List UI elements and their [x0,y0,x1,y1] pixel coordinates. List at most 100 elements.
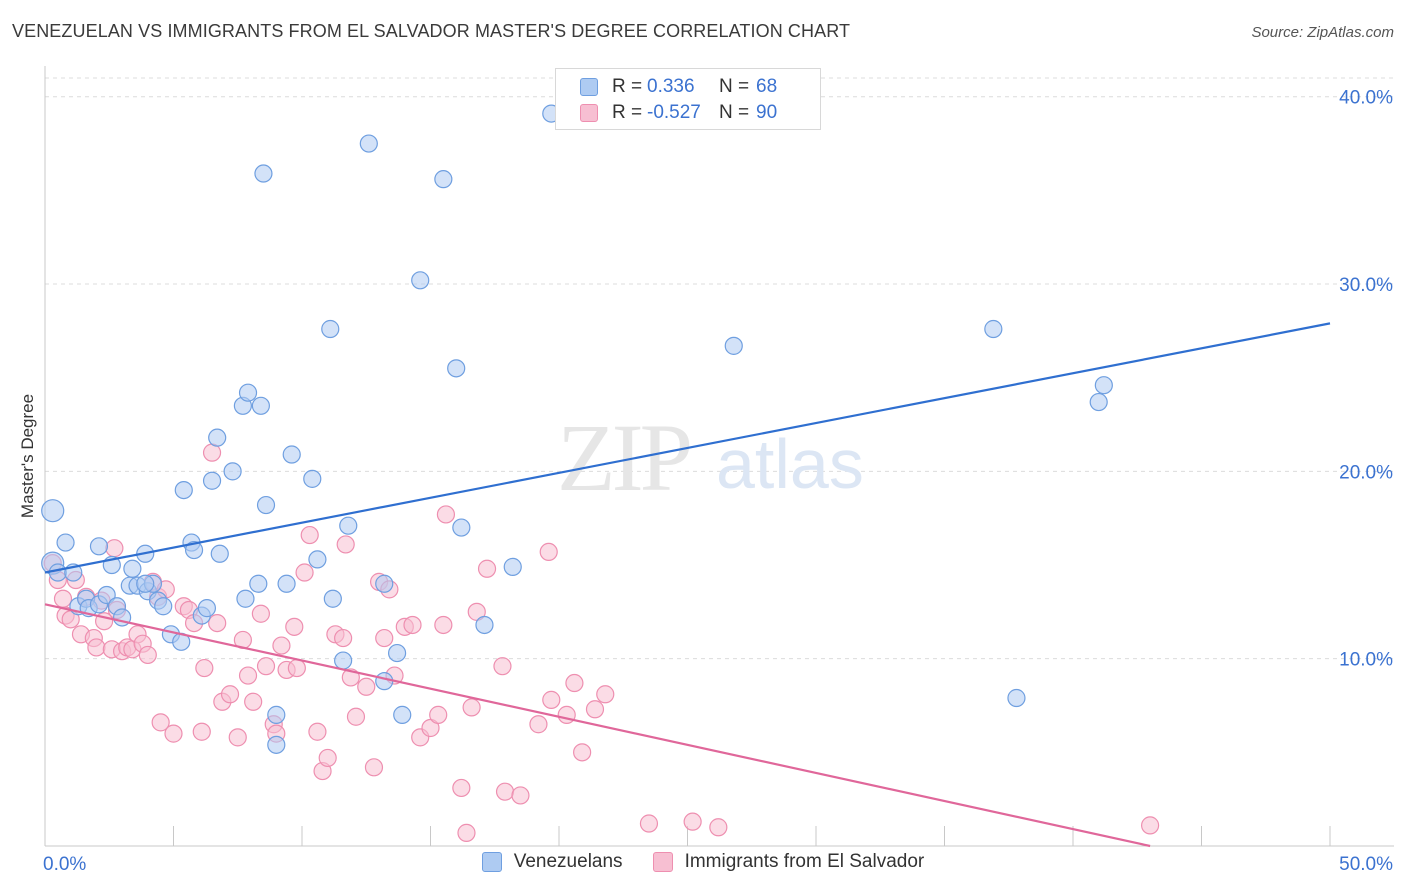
watermark-zip: ZIP [557,404,690,511]
r-value: -0.527 [647,102,701,123]
pink-swatch [580,104,598,122]
venezuelan-point [208,428,227,447]
el-salvador-point [272,636,291,655]
blue-swatch [580,78,598,96]
n-label: N = [719,76,750,97]
venezuelan-point [254,164,273,183]
venezuelan-point [123,559,142,578]
el-salvador-point [53,589,73,608]
n-label: N = [719,102,750,123]
blue-swatch [481,852,502,872]
el-salvador-point [436,505,456,524]
venezuelan-point [41,499,65,523]
el-salvador-point [565,673,584,693]
stats-row-venezuelans: R = 0.336 N = 68 [556,74,777,100]
el-salvador-point [192,722,211,741]
el-salvador-point [220,685,240,704]
pink-swatch [652,852,673,872]
venezuelan-point [452,518,471,537]
el-salvador-point [334,628,353,648]
el-salvador-point [452,778,471,798]
el-salvador-point [434,615,453,635]
venezuelan-point [303,469,322,488]
venezuelan-point [154,597,173,616]
watermark: ZIP atlas [557,404,864,511]
venezuelan-point [359,134,378,153]
r-value: 0.336 [647,76,695,97]
venezuelan-point [174,480,193,500]
grid-layer [45,77,1394,660]
el-salvador-point [495,782,515,801]
el-salvador-point [256,657,276,676]
el-salvador-point [375,628,394,648]
el-salvador-point [300,525,319,545]
venezuelan-point [375,574,394,593]
venezuelan-point [323,589,342,608]
venezuelan-point [256,495,276,515]
legend-item-el-salvador: Immigrants from El Salvador [652,851,925,873]
chart-source: Source: ZipAtlas.com [1251,24,1394,41]
axis-layer [44,66,1394,847]
venezuelan-point [387,643,407,663]
chart-title: VENEZUELAN VS IMMIGRANTS FROM EL SALVADO… [12,21,851,41]
venezuelan-point [447,359,466,378]
venezuelan-point [1089,392,1108,412]
el-salvador-point [477,559,497,578]
y-tick-label: 40.0% [1339,88,1393,109]
el-salvador-point [318,748,337,768]
el-salvador-point [364,758,384,777]
watermark-atlas: atlas [716,425,864,503]
series-legend: Venezuelans Immigrants from El Salvador [0,851,1406,873]
venezuelan-point [236,589,255,608]
el-salvador-point [308,722,327,741]
el-salvador-point [346,707,366,726]
venezuelan-point [48,563,67,582]
el-salvador-point [529,715,548,734]
venezuelan-point [89,537,109,556]
venezuelan-point [282,445,301,464]
el-salvador-point [539,542,558,562]
venezuelan-point [223,462,242,481]
el-salvador-point [542,690,561,709]
n-value: 68 [756,76,778,97]
x-tick-label: 50.0% [1339,854,1393,875]
el-salvador-point [138,645,157,665]
venezuelan-point [136,574,155,593]
venezuelan-point [251,396,270,415]
stats-row-el-salvador: R = -0.527 N = 90 [556,100,777,126]
venezuelan-point [308,550,327,569]
venezuelan-point [1007,688,1026,708]
venezuelan-point [249,574,268,593]
el-salvador-point [709,818,728,837]
el-salvador-point [573,743,592,762]
venezuelan-point [97,585,116,605]
venezuelan-point [238,383,258,402]
el-salvador-point [105,539,124,558]
el-salvador-point [357,677,376,696]
venezuelan-point [393,705,412,724]
venezuelan-point [984,319,1003,339]
venezuelan-point [411,271,430,290]
y-tick-label: 10.0% [1339,650,1393,671]
legend-label: Venezuelans [513,851,623,872]
venezuelan-point [210,544,229,563]
el-salvador-point [87,638,106,657]
venezuelan-point [375,672,394,691]
el-salvador-point [457,823,476,842]
y-tick-label: 20.0% [1339,462,1393,483]
r-label: R = [612,102,643,123]
tick-labels: 10.0% 20.0% 30.0% 40.0% 0.0% 50.0% [43,88,1393,875]
el-salvador-point [164,724,183,743]
legend-label: Immigrants from El Salvador [684,851,925,872]
venezuelan-point [321,319,340,339]
x-tick-label: 0.0% [43,854,86,875]
venezuelan-point [1094,376,1113,395]
el-salvador-point [429,705,448,724]
venezuelan-point [202,471,222,490]
el-salvador-point [336,535,355,554]
venezuelan-point [197,599,217,618]
el-salvador-point [208,613,227,633]
el-salvador-point [195,658,214,678]
el-salvador-point [493,657,512,676]
